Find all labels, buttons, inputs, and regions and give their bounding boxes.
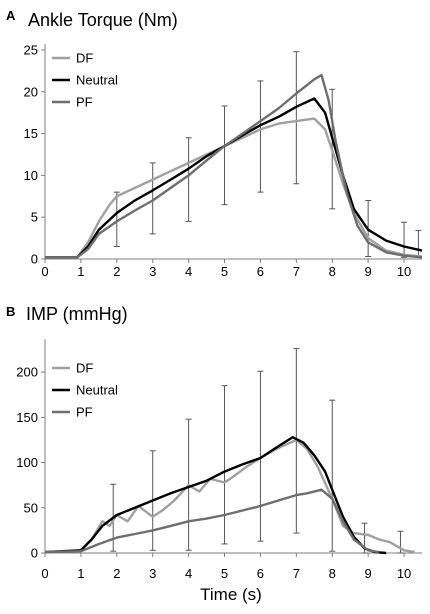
- panel-a-y-tick-label: 25: [24, 43, 38, 58]
- panel-b-x-tick-label: 5: [221, 566, 228, 581]
- panel-b-x-tick-label: 4: [185, 566, 192, 581]
- panel-b-legend-label-pf: PF: [76, 405, 93, 420]
- panel-a-title: Ankle Torque (Nm): [28, 10, 178, 30]
- panel-a-x-tick-label: 7: [293, 264, 300, 279]
- panel-b-x-tick-label: 9: [365, 566, 372, 581]
- panel-b-legend-label-df: DF: [76, 361, 93, 376]
- panel-a-legend-label-df: DF: [76, 51, 93, 66]
- panel-b-x-tick-label: 6: [257, 566, 264, 581]
- panel-b-y-tick-label: 50: [24, 500, 38, 515]
- panel-b-y-tick-label: 0: [31, 546, 38, 561]
- panel-b-legend-label-neutral: Neutral: [76, 383, 118, 398]
- panel-b-title: IMP (mmHg): [26, 304, 128, 324]
- panel-a-x-tick-label: 2: [113, 264, 120, 279]
- panel-a-series-neutral: [45, 97, 423, 259]
- panel-a-x-tick-label: 4: [185, 264, 192, 279]
- panel-a-series-pf: [45, 73, 423, 259]
- panel-a-x-tick-label: 10: [397, 264, 411, 279]
- panel-b-x-tick-label: 0: [41, 566, 48, 581]
- panel-a-x-tick-label: 8: [329, 264, 336, 279]
- panel-a-x-tick-label: 3: [149, 264, 156, 279]
- panel-b-series-pf: [44, 488, 380, 554]
- panel-a-x-tick-label: 6: [257, 264, 264, 279]
- panel-a-letter: A: [6, 8, 16, 23]
- panel-b-y-tick-label: 100: [16, 455, 38, 470]
- panel-b-x-tick-label: 8: [329, 566, 336, 581]
- panel-a-y-tick-label: 20: [24, 84, 38, 99]
- panel-b-series-df: [44, 438, 415, 554]
- panel-a-y-tick-label: 10: [24, 168, 38, 183]
- panel-b-y-tick-label: 150: [16, 410, 38, 425]
- panel-b-letter: B: [6, 304, 15, 319]
- panel-a-y-tick-label: 5: [31, 210, 38, 225]
- panel-a-x-tick-label: 0: [41, 264, 48, 279]
- panel-a-legend-label-pf: PF: [76, 95, 93, 110]
- x-axis-title: Time (s): [200, 585, 262, 604]
- panel-b-y-tick-label: 200: [16, 365, 38, 380]
- panel-a-y-tick-label: 15: [24, 126, 38, 141]
- panel-a-x-tick-label: 1: [77, 264, 84, 279]
- panel-b-series-neutral: [44, 436, 387, 555]
- panel-a-legend-label-neutral: Neutral: [76, 73, 118, 88]
- panel-a-y-tick-label: 0: [31, 252, 38, 267]
- panel-b-x-tick-label: 10: [397, 566, 411, 581]
- panel-b-x-tick-label: 2: [113, 566, 120, 581]
- panel-b-x-tick-label: 3: [149, 566, 156, 581]
- panel-a-x-tick-label: 5: [221, 264, 228, 279]
- panel-b-x-tick-label: 7: [293, 566, 300, 581]
- panel-b-x-tick-label: 1: [77, 566, 84, 581]
- panel-a-x-tick-label: 9: [365, 264, 372, 279]
